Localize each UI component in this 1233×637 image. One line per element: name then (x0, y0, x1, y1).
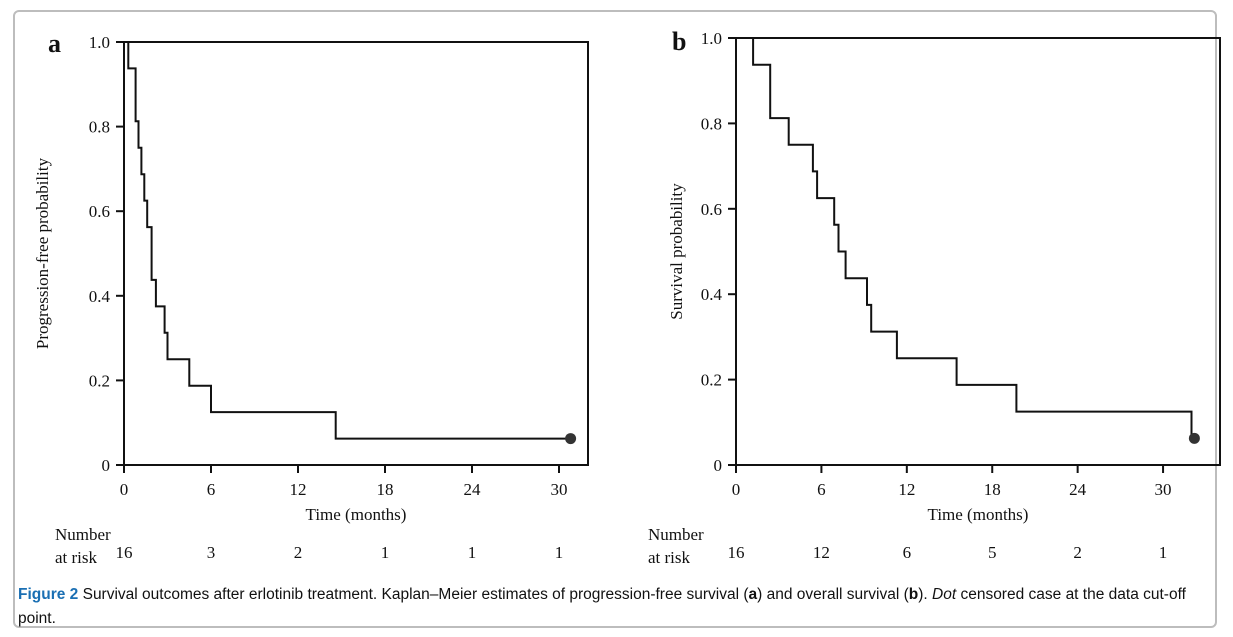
caption-text: ) and overall survival ( (757, 586, 909, 603)
panel-a-y-tick-label: 1.0 (89, 33, 110, 52)
panel-a-x-axis-label: Time (months) (306, 505, 407, 524)
panel-a-y-tick-label: 0.8 (89, 118, 110, 137)
panel-a-x-tick-label: 18 (377, 480, 394, 499)
panel-b-y-tick-label: 0.6 (701, 200, 722, 219)
panel-b-y-tick-label: 0.2 (701, 371, 722, 390)
panel-b-y-tick-label: 1.0 (701, 29, 722, 48)
panel-a-survival-curve (124, 41, 571, 440)
panel-a-at-risk-count: 1 (468, 543, 477, 562)
caption-text: Survival outcomes after erlotinib treatm… (78, 586, 749, 603)
panel-b-y-tick-label: 0.8 (701, 114, 722, 133)
caption-panel-a: a (748, 586, 758, 603)
figure-frame (13, 10, 1217, 628)
panel-a-y-tick-label: 0.6 (89, 202, 110, 221)
caption-text: censored case at the data cut-off point. (18, 586, 1186, 627)
panel-a-x-tick-label: 24 (464, 480, 482, 499)
panel-b-x-tick-label: 6 (817, 480, 826, 499)
panel-b-y-tick-label: 0 (714, 456, 723, 475)
panel-b-x-tick-label: 24 (1069, 480, 1087, 499)
panel-b-plot-frame (735, 37, 1221, 466)
panel-a-y-tick-label: 0.2 (89, 371, 110, 390)
panel-b-x-tick-label: 0 (732, 480, 741, 499)
panel-b-y-tick-label: 0.4 (701, 285, 723, 304)
panel-b-y-axis-label: Survival probability (667, 183, 686, 320)
panel-a-at-risk-count: 1 (555, 543, 564, 562)
panel-a-risk-label-line2: at risk (55, 548, 98, 567)
panel-a-y-tick-label: 0.4 (89, 287, 111, 306)
panel-a-at-risk-count: 3 (207, 543, 216, 562)
panel-a-plot-frame (123, 41, 589, 466)
panel-a-x-tick-label: 30 (551, 480, 568, 499)
panel-a-at-risk-count: 1 (381, 543, 390, 562)
panel-b-at-risk-count: 5 (988, 543, 997, 562)
panel-a-x-tick-label: 12 (290, 480, 307, 499)
panel-b-panel-label: b (672, 27, 686, 56)
caption-text: ). (918, 586, 933, 603)
panel-a-at-risk-count: 2 (294, 543, 303, 562)
panel-b-at-risk-count: 2 (1073, 543, 1082, 562)
panel-a-y-axis-label: Progression-free probability (33, 157, 52, 349)
figure-caption: Figure 2 Survival outcomes after erlotin… (18, 583, 1213, 631)
panel-a-censored-dot (565, 433, 577, 445)
panel-a-risk-label-line1: Number (55, 525, 111, 544)
panel-b-x-tick-label: 12 (898, 480, 915, 499)
panel-b-risk-label-line2: at risk (648, 548, 691, 567)
panel-b-risk-label-line1: Number (648, 525, 704, 544)
panel-a-at-risk-count: 16 (116, 543, 133, 562)
panel-a-y-tick-label: 0 (102, 456, 111, 475)
panel-b-x-tick-label: 30 (1155, 480, 1172, 499)
panel-b-at-risk-count: 1 (1159, 543, 1168, 562)
panel-a-x-tick-label: 6 (207, 480, 216, 499)
panel-a-x-tick-label: 0 (120, 480, 129, 499)
figure-label: Figure 2 (18, 586, 79, 603)
panel-b-at-risk-count: 6 (903, 543, 912, 562)
panel-b-x-axis-label: Time (months) (928, 505, 1029, 524)
caption-dot: Dot (932, 586, 957, 603)
panel-b-at-risk-count: 16 (728, 543, 745, 562)
panel-b-at-risk-count: 12 (813, 543, 830, 562)
panel-b-survival-curve (736, 37, 1195, 440)
panel-a-panel-label: a (48, 29, 61, 58)
caption-panel-b: b (908, 586, 919, 603)
panel-b-x-tick-label: 18 (984, 480, 1001, 499)
panel-b-censored-dot (1188, 432, 1200, 444)
